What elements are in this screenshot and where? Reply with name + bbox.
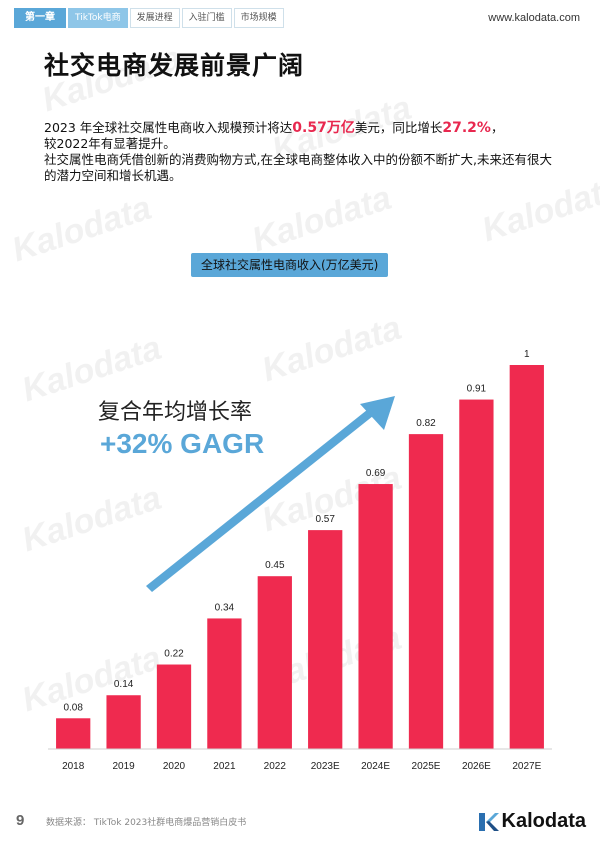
data-label: 0.45 (265, 560, 285, 571)
data-label: 0.14 (114, 679, 134, 690)
data-label: 0.34 (215, 602, 235, 613)
tab-chapter[interactable]: 第一章 (14, 8, 66, 28)
brand-logo[interactable]: Kalodata (477, 810, 586, 833)
cagr-value: +32% GAGR (100, 428, 265, 459)
bar-chart: 0.08 2018 0.14 2019 0.22 2020 0.34 2021 0.45 2022… (48, 349, 552, 772)
bar-2023E (308, 530, 343, 749)
page-title: 社交电商发展前景广阔 (44, 51, 305, 80)
watermark: Kalodata (247, 178, 396, 260)
x-tick-label: 2024E (361, 761, 390, 772)
bar-2025E (408, 434, 444, 749)
bar-2024E (358, 484, 393, 749)
bar-2027E (509, 365, 544, 749)
page-number: 9 (16, 812, 25, 829)
data-label: 0.91 (467, 384, 487, 395)
tab-market-size[interactable]: 市场规模 (233, 8, 284, 28)
tab-tiktok-ecommerce[interactable]: TikTok电商 (68, 8, 128, 28)
data-label: 0.08 (63, 702, 83, 713)
tab-entry-threshold[interactable]: 入驻门槛 (181, 8, 232, 28)
intro-text: 美元，同比增长 (354, 120, 443, 135)
x-tick-label: 2023E (311, 761, 340, 772)
bar-2020 (156, 664, 192, 749)
bar-2019 (106, 695, 141, 749)
data-label: 0.57 (315, 514, 335, 525)
intro-text: 2023 年全球社交属性电商收入规模预计将达 (44, 120, 293, 135)
data-label: 1 (524, 349, 530, 360)
highlight-growth: 27.2% (442, 120, 491, 136)
x-tick-label: 2027E (512, 761, 541, 772)
x-tick-label: 2018 (62, 761, 85, 772)
x-tick-label: 2020 (163, 761, 186, 772)
bar-2021 (207, 618, 242, 749)
bar-2026E (459, 399, 494, 749)
highlight-revenue: 0.57万亿 (292, 120, 355, 136)
x-tick-label: 2026E (462, 761, 491, 772)
cagr-label: 复合年均增长率 (98, 400, 253, 425)
kalodata-logo-icon (478, 812, 499, 831)
x-tick-label: 2019 (112, 761, 135, 772)
site-url[interactable]: www.kalodata.com (488, 12, 580, 24)
chapter-nav: 第一章 TikTok电商 发展进程 入驻门槛 市场规模 (14, 8, 286, 28)
bar-2022 (257, 576, 292, 749)
intro-line-1: 2023 年全球社交属性电商收入规模预计将达0.57万亿美元，同比增长27.2%… (44, 120, 564, 136)
logo-text: Kalodata (501, 810, 586, 832)
data-label: 0.22 (164, 649, 184, 660)
tab-development[interactable]: 发展进程 (129, 8, 180, 28)
x-tick-label: 2025E (412, 761, 441, 772)
intro-line-2: 较2022年有显著提升。 (44, 136, 176, 151)
data-label: 0.82 (416, 418, 436, 429)
intro-paragraph: 2023 年全球社交属性电商收入规模预计将达0.57万亿美元，同比增长27.2%… (44, 120, 564, 184)
intro-text: ， (490, 120, 504, 135)
data-source: 数据来源： TikTok 2023社群电商爆品营销白皮书 (46, 818, 247, 828)
x-tick-label: 2021 (213, 761, 236, 772)
growth-arrow-shaft (146, 406, 378, 592)
watermark: Kalodata (7, 188, 156, 270)
data-label: 0.69 (366, 468, 386, 479)
bar-2018 (56, 718, 91, 749)
intro-line-3: 社交属性电商凭借创新的消费购物方式,在全球电商整体收入中的份额不断扩大,未来还有… (44, 152, 552, 183)
x-tick-label: 2022 (264, 761, 287, 772)
chart-title: 全球社交属性电商收入(万亿美元) (191, 253, 389, 277)
growth-arrow-head (360, 396, 395, 430)
